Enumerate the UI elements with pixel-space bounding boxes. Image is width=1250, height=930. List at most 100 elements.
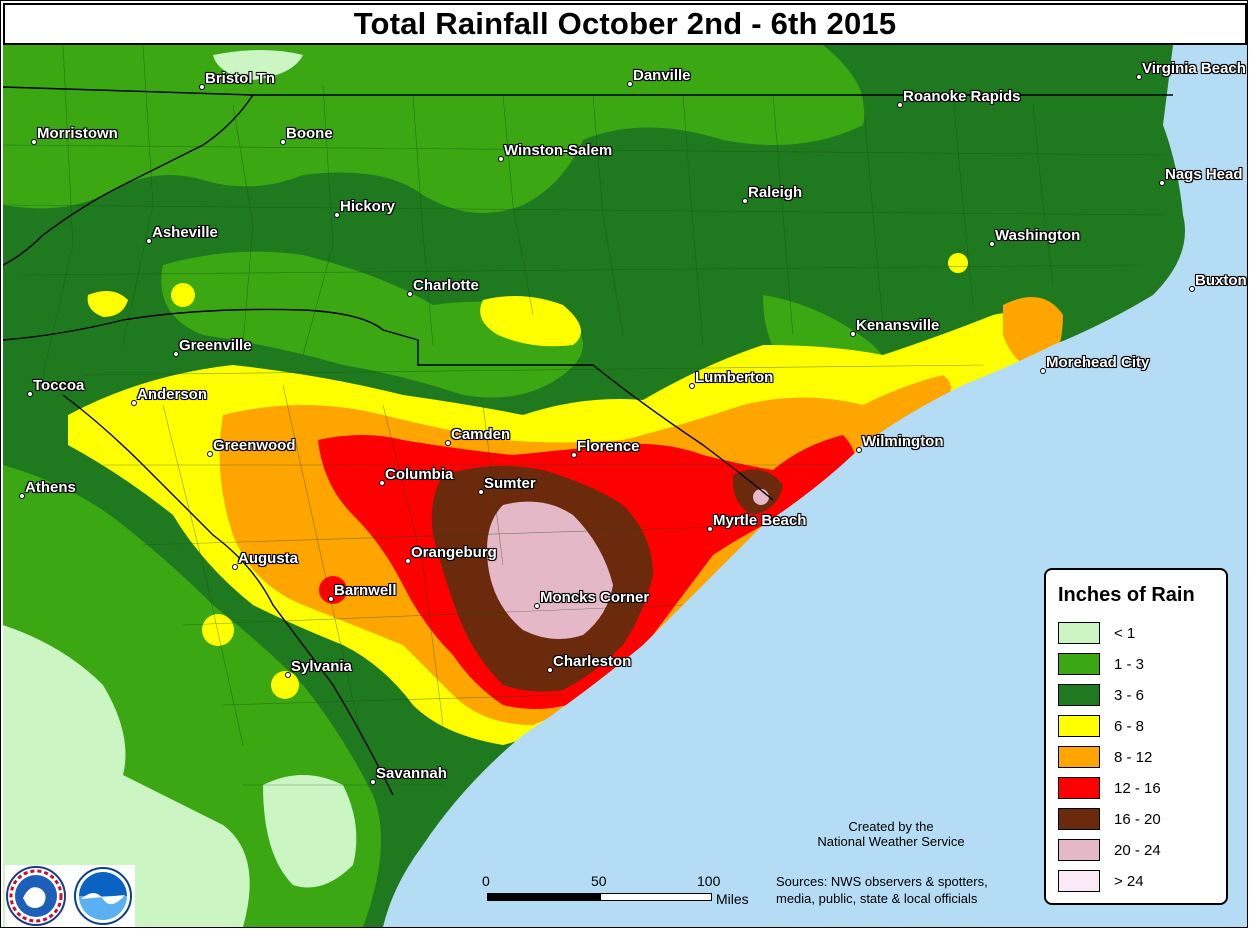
- city-label: Barnwell: [334, 582, 397, 599]
- city-marker: [232, 564, 238, 570]
- city-label: Anderson: [137, 386, 208, 403]
- map-title: Total Rainfall October 2nd - 6th 2015: [353, 6, 897, 41]
- legend-swatch: [1058, 808, 1100, 830]
- city-label: Virginia Beach: [1142, 60, 1246, 77]
- city-marker: [856, 447, 862, 453]
- city-marker: [173, 351, 179, 357]
- city-label: Wilmington: [862, 433, 944, 450]
- city-label: Nags Head: [1165, 166, 1243, 183]
- city-label: Morristown: [37, 125, 118, 142]
- city-label: Myrtle Beach: [713, 512, 807, 529]
- city-label: Winston-Salem: [504, 142, 613, 159]
- ocean: [383, 45, 1247, 927]
- city-marker: [1136, 74, 1142, 80]
- county-line: [162, 404, 244, 746]
- map-canvas: [3, 45, 1247, 927]
- legend-swatch: [1058, 746, 1100, 768]
- legend-swatch: [1058, 870, 1100, 892]
- city-marker: [989, 241, 995, 247]
- city-label: Augusta: [238, 550, 298, 567]
- county-line: [282, 384, 364, 746]
- legend-label: > 24: [1114, 872, 1144, 890]
- legend-label: 3 - 6: [1114, 686, 1145, 704]
- legend-item: 3 - 6: [1058, 684, 1144, 706]
- legend-label: 20 - 24: [1114, 841, 1161, 859]
- rain-zone-20-24: [487, 501, 613, 639]
- county-line: [502, 94, 534, 316]
- city-label: Camden: [451, 426, 511, 443]
- rain-zone-under-1-sw: [3, 625, 250, 927]
- city-marker: [1040, 368, 1046, 374]
- legend-item: < 1: [1058, 622, 1135, 644]
- legend-item: 20 - 24: [1058, 839, 1161, 861]
- legend-swatch: [1058, 684, 1100, 706]
- rain-zone-under-1-north: [213, 50, 303, 80]
- county-line: [382, 404, 444, 726]
- rainfall-map: Bristol Tn Danville Virginia Beach Roanoke …: [3, 45, 1247, 927]
- rain-zone-6-8-charlotte: [480, 296, 581, 347]
- rain-zone-6-8-spot-3: [948, 253, 968, 273]
- city-label: Sylvania: [291, 658, 352, 675]
- city-label: Greenwood: [213, 437, 296, 454]
- rain-zone-6-8-spot-4: [171, 283, 195, 307]
- county-line: [772, 94, 794, 336]
- city-marker: [478, 489, 484, 495]
- city-label: Columbia: [385, 466, 454, 483]
- county-line: [592, 94, 624, 336]
- legend-label: 8 - 12: [1114, 748, 1153, 766]
- city-marker: [407, 291, 413, 297]
- city-label: Toccoa: [33, 377, 85, 394]
- county-line: [142, 524, 784, 546]
- city-marker: [498, 156, 504, 162]
- city-marker: [280, 139, 286, 145]
- county-line: [1032, 104, 1054, 286]
- county-line: [3, 144, 1164, 156]
- logos-svg: [6, 866, 132, 926]
- city-label: Athens: [25, 479, 76, 496]
- rain-zone-12-16-barnwell: [319, 576, 347, 604]
- city-marker: [571, 452, 577, 458]
- sources-line-2: media, public, state & local officials: [776, 891, 978, 906]
- county-line: [232, 104, 254, 346]
- city-marker: [328, 596, 334, 602]
- legend-label: < 1: [1114, 624, 1136, 642]
- city-marker: [897, 102, 903, 108]
- legend: Inches of Rain < 1 1 - 3 3 - 6 6 - 8 8 - 12 1…: [1044, 568, 1228, 905]
- legend-label: 1 - 3: [1114, 655, 1145, 673]
- city-marker: [199, 84, 205, 90]
- city-label: Lumberton: [695, 369, 774, 386]
- county-line: [122, 45, 154, 346]
- sources-line-1: Sources: NWS observers & spotters,: [776, 874, 988, 889]
- city-marker: [445, 440, 451, 446]
- city-label: Moncks Corner: [540, 589, 650, 606]
- scale-segment-light: [600, 893, 712, 901]
- city-label: Savannah: [376, 765, 447, 782]
- city-marker: [146, 238, 152, 244]
- city-marker: [207, 451, 213, 457]
- state-border-nc-sc: [3, 308, 774, 501]
- city-label: Bristol Tn: [205, 70, 275, 87]
- city-label: Asheville: [152, 224, 218, 241]
- credit-block: Created by the National Weather Service: [801, 819, 981, 849]
- county-line: [412, 94, 434, 346]
- state-border-ga-sc: [62, 394, 394, 796]
- noaa-logo: [74, 867, 132, 925]
- rain-zone-6-8-spot-2: [271, 671, 299, 699]
- city-label: Charleston: [553, 653, 632, 670]
- county-lines: [3, 45, 1164, 786]
- rain-zone-6-8-spot-1: [202, 614, 234, 646]
- city-marker: [689, 383, 695, 389]
- city-marker: [334, 212, 340, 218]
- legend-item: 1 - 3: [1058, 653, 1144, 675]
- rain-zone-20-24-spot: [753, 489, 769, 505]
- city-marker: [27, 391, 33, 397]
- county-line: [302, 84, 334, 356]
- state-border-tn-nc: [3, 94, 254, 266]
- legend-swatch: [1058, 653, 1100, 675]
- legend-item: 6 - 8: [1058, 715, 1144, 737]
- city-label: Florence: [577, 438, 640, 455]
- city-marker: [850, 331, 856, 337]
- city-marker: [534, 603, 540, 609]
- city-marker: [131, 400, 137, 406]
